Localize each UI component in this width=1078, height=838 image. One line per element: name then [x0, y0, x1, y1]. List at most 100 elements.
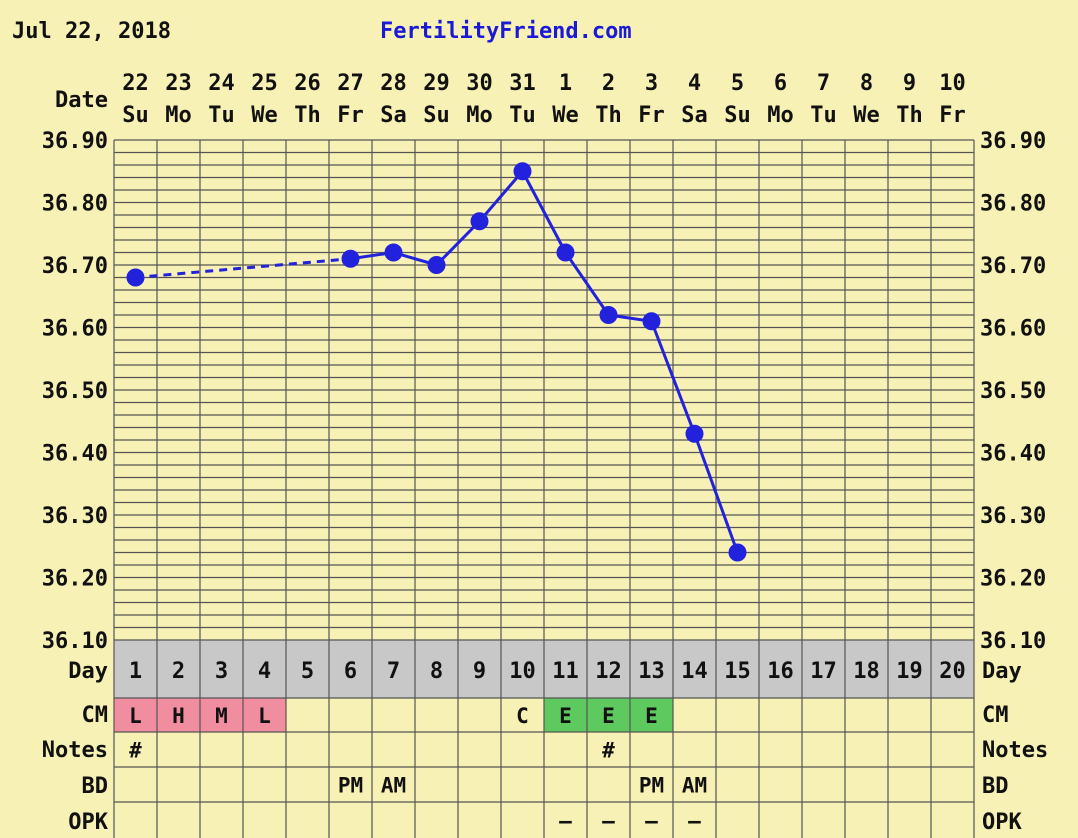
weekday-tick-label: Tu: [208, 103, 235, 128]
opk-label-left: OPK: [68, 810, 108, 835]
bd-value: PM: [338, 774, 363, 798]
temperature-point: [728, 543, 747, 562]
cycle-day-label: 3: [215, 659, 228, 684]
day-label-left: Day: [68, 659, 108, 684]
bd-value: AM: [381, 774, 406, 798]
cycle-day-label: 12: [595, 659, 622, 684]
y-tick-label-right: 36.10: [980, 629, 1046, 654]
chart-grid: [113, 139, 975, 838]
temperature-segment: [693, 433, 739, 554]
cm-cell-fill: [544, 698, 587, 732]
weekday-tick-label: Th: [294, 103, 321, 128]
weekday-tick-label: Th: [896, 103, 923, 128]
temperature-point: [427, 256, 446, 274]
cycle-day-label: 18: [853, 659, 880, 684]
cm-cell-fill: [157, 698, 200, 732]
cm-label-left: CM: [82, 703, 109, 728]
bd-value: PM: [639, 774, 664, 798]
temperature-axis: 36.90 36.90 36.80 36.80 36.70 36.70 36.60 36.60…: [42, 129, 1046, 654]
date-tick-label: 25: [251, 71, 278, 96]
opk-label-right: OPK: [982, 810, 1022, 835]
cycle-day-label: 15: [724, 659, 751, 684]
cycle-day-label: 7: [387, 659, 400, 684]
weekday-tick-label: Su: [423, 103, 450, 128]
notes-value: #: [129, 739, 142, 763]
site-link[interactable]: FertilityFriend.com: [380, 19, 632, 44]
y-tick-label-left: 36.30: [42, 504, 108, 529]
date-tick-label: 2: [602, 71, 615, 96]
date-tick-label: 22: [122, 71, 149, 96]
temperature-segment: [564, 251, 610, 316]
cm-value: M: [215, 704, 228, 728]
date-tick-label: 28: [380, 71, 407, 96]
temperature-point: [513, 162, 532, 181]
y-tick-label-right: 36.40: [980, 442, 1046, 467]
temperature-series: [126, 162, 747, 562]
cm-label-right: CM: [982, 703, 1009, 728]
bd-value: AM: [682, 774, 707, 798]
weekday-tick-label: Mo: [767, 103, 794, 128]
cycle-day-label: 5: [301, 659, 314, 684]
date-axis: 22Su23Mo24Tu25We26Th27Fr28Sa29Su30Mo31Tu…: [122, 71, 966, 684]
cycle-day-label: 14: [681, 659, 708, 684]
y-tick-label-left: 36.90: [42, 129, 108, 154]
y-tick-label-left: 36.10: [42, 629, 108, 654]
observation-rows: L H M L C E E E# #PM AM PM AM– – – –: [129, 704, 707, 833]
y-tick-label-left: 36.20: [42, 567, 108, 592]
y-tick-label-left: 36.50: [42, 379, 108, 404]
y-tick-label-left: 36.80: [42, 192, 108, 217]
cycle-day-label: 13: [638, 659, 665, 684]
date-tick-label: 27: [337, 71, 364, 96]
cycle-day-label: 8: [430, 659, 443, 684]
temperature-point: [642, 312, 661, 331]
temperature-gap-segment: [135, 257, 351, 279]
temperature-point: [126, 268, 145, 287]
cycle-day-label: 20: [939, 659, 966, 684]
y-tick-label-right: 36.90: [980, 129, 1046, 154]
date-tick-label: 30: [466, 71, 493, 96]
date-tick-label: 31: [509, 71, 536, 96]
date-tick-label: 4: [688, 71, 701, 96]
notes-label-right: Notes: [982, 738, 1048, 763]
y-tick-label-left: 36.40: [42, 442, 108, 467]
cm-cell-fill: [243, 698, 286, 732]
date-tick-label: 26: [294, 71, 321, 96]
cycle-day-label: 2: [172, 659, 185, 684]
cm-value: E: [602, 704, 615, 728]
cycle-day-label: 6: [344, 659, 357, 684]
y-tick-label-right: 36.80: [980, 192, 1046, 217]
cycle-day-label: 10: [509, 659, 536, 684]
temperature-point: [470, 212, 489, 231]
y-tick-label-left: 36.70: [42, 254, 108, 279]
weekday-tick-label: We: [251, 103, 278, 128]
cm-cell-fill: [114, 698, 157, 732]
cycle-day-label: 11: [552, 659, 579, 684]
cm-cell-fill: [200, 698, 243, 732]
weekday-tick-label: We: [853, 103, 880, 128]
opk-value: –: [645, 809, 658, 833]
y-tick-label-right: 36.60: [980, 317, 1046, 342]
temperature-segment: [478, 170, 524, 223]
temperature-point: [599, 306, 618, 324]
date-tick-label: 6: [774, 71, 787, 96]
date-tick-label: 23: [165, 71, 192, 96]
cycle-day-label: 16: [767, 659, 794, 684]
date-tick-label: 5: [731, 71, 744, 96]
weekday-tick-label: Su: [122, 103, 149, 128]
temperature-point: [341, 249, 360, 268]
weekday-tick-label: Mo: [466, 103, 493, 128]
cycle-day-label: 19: [896, 659, 923, 684]
cm-value: H: [172, 704, 185, 728]
date-tick-label: 8: [860, 71, 873, 96]
y-tick-label-right: 36.70: [980, 254, 1046, 279]
temperature-segment: [435, 220, 481, 267]
temperature-segment: [650, 320, 696, 435]
cm-value: E: [559, 704, 572, 728]
cycle-day-label: 17: [810, 659, 837, 684]
chart-date: Jul 22, 2018: [12, 19, 171, 44]
weekday-tick-label: We: [552, 103, 579, 128]
opk-value: –: [688, 809, 701, 833]
weekday-tick-label: Fr: [638, 103, 665, 128]
bd-label-right: BD: [982, 774, 1009, 799]
